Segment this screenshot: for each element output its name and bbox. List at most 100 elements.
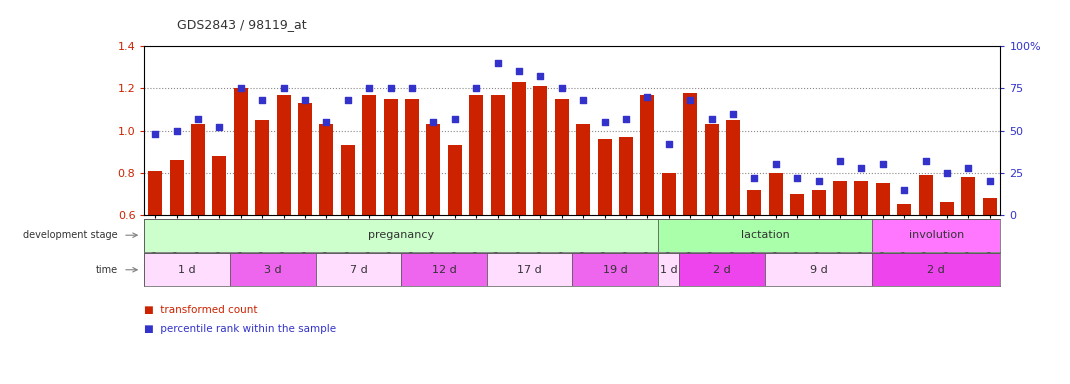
Point [789,175,806,181]
Bar [192,124,205,342]
Point [403,85,421,91]
Bar [769,173,783,342]
Point [703,116,720,122]
Point [938,170,956,176]
Point [896,187,913,193]
Bar [572,253,658,286]
Point [767,161,784,167]
Bar [658,253,679,286]
Bar [941,202,954,342]
Point [917,158,934,164]
Bar [148,170,163,342]
Point [296,97,314,103]
Point [189,116,207,122]
Point [853,165,870,171]
Text: 1 d: 1 d [660,265,677,275]
Point [810,178,827,184]
Text: time: time [95,265,118,275]
Point [639,94,656,100]
Bar [448,145,462,342]
Bar [577,124,591,342]
Point [468,85,485,91]
Point [532,73,549,79]
Text: preganancy: preganancy [368,230,434,240]
Bar [725,120,740,342]
Bar [169,160,184,342]
Point [489,60,506,66]
Bar [470,94,484,342]
Bar [384,99,398,342]
Text: GDS2843 / 98119_at: GDS2843 / 98119_at [177,18,306,31]
Point [724,111,742,117]
Bar [144,219,658,252]
Point [831,158,849,164]
Text: 12 d: 12 d [431,265,457,275]
Point [575,97,592,103]
Bar [144,253,230,286]
Text: 2 d: 2 d [714,265,731,275]
Text: 3 d: 3 d [264,265,281,275]
Bar [401,253,487,286]
Bar [212,156,227,342]
Point [211,124,228,130]
Point [746,175,763,181]
Point [617,116,635,122]
Bar [679,253,765,286]
Text: ■  percentile rank within the sample: ■ percentile rank within the sample [144,324,337,334]
Point [682,97,699,103]
Bar [748,190,762,342]
Bar [404,99,419,342]
Point [275,85,292,91]
Point [147,131,164,137]
Bar [765,253,872,286]
Bar [513,82,526,342]
Bar [490,94,505,342]
Bar [487,253,572,286]
Bar [982,198,997,342]
Point [960,165,977,171]
Point [318,119,335,125]
Point [446,116,463,122]
Bar [427,124,441,342]
Point [168,127,185,134]
Point [361,85,378,91]
Point [660,141,677,147]
Text: involution: involution [908,230,964,240]
Text: 9 d: 9 d [810,265,827,275]
Bar [234,88,248,342]
Bar [854,181,869,342]
Bar [872,253,1000,286]
Point [596,119,613,125]
Text: 7 d: 7 d [350,265,367,275]
Point [425,119,442,125]
Text: 19 d: 19 d [602,265,628,275]
Text: ■  transformed count: ■ transformed count [144,305,258,315]
Point [874,161,891,167]
Bar [918,175,933,342]
Bar [277,94,291,342]
Bar [534,86,548,342]
Bar [961,177,976,342]
Point [339,97,356,103]
Bar [705,124,719,342]
Point [981,178,998,184]
Bar [812,190,826,342]
Point [510,68,528,74]
Text: 1 d: 1 d [179,265,196,275]
Bar [316,253,401,286]
Point [553,85,570,91]
Bar [790,194,805,342]
Bar [834,181,847,342]
Bar [875,184,890,342]
Bar [658,219,872,252]
Bar [230,253,316,286]
Bar [363,94,377,342]
Text: 17 d: 17 d [517,265,542,275]
Bar [341,145,355,342]
Bar [872,219,1000,252]
Bar [897,204,911,342]
Bar [555,99,569,342]
Text: 2 d: 2 d [928,265,945,275]
Bar [319,124,333,342]
Bar [641,94,655,342]
